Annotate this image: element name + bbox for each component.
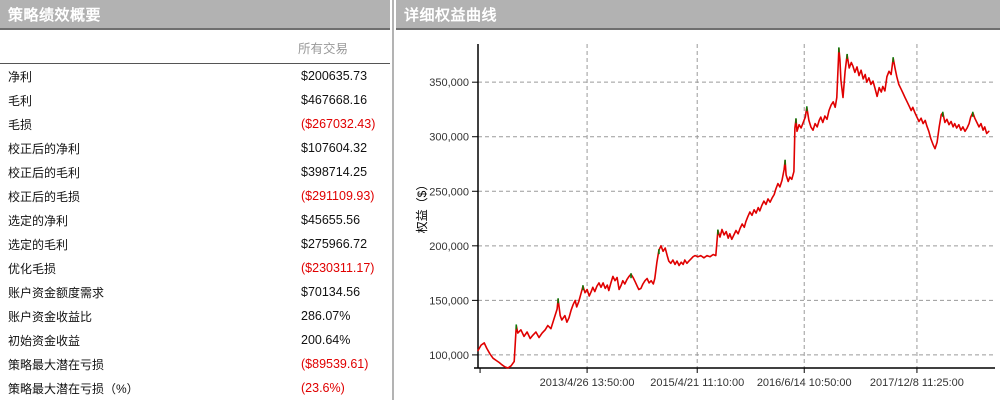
x-tick-label: 2016/6/14 10:50:00 [757,377,852,389]
metric-label: 校正后的毛利 [8,165,81,180]
metric-row: 毛损 ($267032.43) [0,112,390,136]
metric-label: 策略最大潜在亏损（%） [8,381,139,396]
metric-label: 净利 [8,69,33,84]
metric-row: 毛利 $467668.16 [0,88,390,112]
metric-label: 选定的净利 [8,213,69,228]
metric-value: ($89539.61) [301,357,369,371]
metric-row: 初始资金收益 200.64% [0,328,390,352]
metric-row: 选定的毛利 $275966.72 [0,232,390,256]
metrics-table: 净利 $200635.73 毛利 $467668.16 毛损 ($267032.43) 校正… [0,64,390,400]
y-tick-label: 100,000 [429,350,469,362]
metric-label: 校正后的毛损 [8,189,81,204]
x-tick-label: 2015/4/21 11:10:00 [650,377,744,389]
metric-row: 校正后的毛利 $398714.25 [0,160,390,184]
metric-label: 选定的毛利 [8,237,69,252]
metric-row: 账户资金收益比 286.07% [0,304,390,328]
metric-label: 策略最大潜在亏损 [8,357,105,372]
y-tick-label: 300,000 [429,132,469,144]
metric-value: $275966.72 [301,237,368,251]
y-axis-title: 权益（$） [415,179,429,234]
y-tick-label: 150,000 [429,295,469,307]
y-tick-label: 250,000 [429,186,469,198]
panel-divider [392,0,394,400]
metric-label: 毛损 [8,117,33,132]
metric-row: 优化毛损 ($230311.17) [0,256,390,280]
metric-value: $200635.73 [301,69,368,83]
right-panel-title: 详细权益曲线 [404,6,498,24]
metric-row: 校正后的净利 $107604.32 [0,136,390,160]
metric-row: 净利 $200635.73 [0,64,390,88]
metric-value: $107604.32 [301,141,368,155]
equity-curve-panel: 详细权益曲线 100,000 150,000 200,000 250,000 300,0… [396,0,1000,400]
metric-label: 账户资金收益比 [8,309,93,324]
metric-value: $467668.16 [301,93,368,107]
metric-row: 策略最大潜在亏损（%） (23.6%) [0,376,390,400]
equity-curve-chart: 100,000 150,000 200,000 250,000 300,000 350,0… [415,44,995,389]
metric-label: 校正后的净利 [8,141,81,156]
right-panel-header: 详细权益曲线 [396,0,1000,30]
metric-label: 初始资金收益 [8,333,81,348]
metric-label: 优化毛损 [8,261,57,276]
metric-value: $45655.56 [301,213,361,227]
metric-row: 校正后的毛损 ($291109.93) [0,184,390,208]
metric-row: 账户资金额度需求 $70134.56 [0,280,390,304]
metric-label: 账户资金额度需求 [8,285,105,300]
metric-row: 选定的净利 $45655.56 [0,208,390,232]
left-panel-title: 策略绩效概要 [8,6,102,24]
column-header-row: 所有交易 [0,30,390,64]
left-panel-header: 策略绩效概要 [0,0,390,30]
metric-value: ($230311.17) [301,261,375,275]
metric-value: 200.64% [301,333,351,347]
performance-summary-panel: 策略绩效概要 所有交易 净利 $200635.73 毛利 $467668.16 毛损 ($… [0,0,390,400]
equity-curve-line [477,47,990,369]
metric-value: ($291109.93) [301,189,375,203]
x-tick-label: 2017/12/8 11:25:00 [870,377,964,389]
metric-label: 毛利 [8,93,33,108]
column-header-all-trades: 所有交易 [298,42,349,56]
metric-row: 策略最大潜在亏损 ($89539.61) [0,352,390,376]
metric-value: $70134.56 [301,285,361,299]
metric-value: ($267032.43) [301,117,376,131]
x-tick-label: 2013/4/26 13:50:00 [540,377,635,389]
metric-value: 286.07% [301,309,351,323]
y-tick-label: 350,000 [429,77,469,89]
metric-value: (23.6%) [301,381,345,395]
metric-value: $398714.25 [301,165,368,179]
y-tick-label: 200,000 [429,241,469,253]
